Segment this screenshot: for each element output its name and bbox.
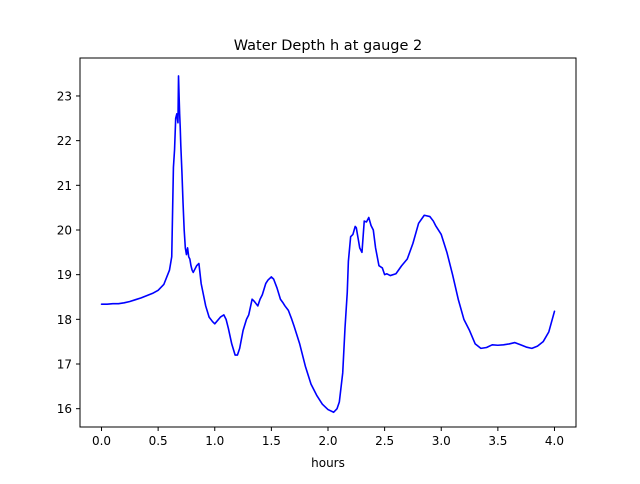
axes-frame [79, 57, 577, 428]
y-tick-label: 20 [57, 223, 72, 237]
x-tick-label: 1.5 [262, 434, 281, 448]
x-tick-label: 0.5 [149, 434, 168, 448]
x-tick-label: 3.5 [488, 434, 507, 448]
y-tick-label: 17 [57, 358, 72, 372]
y-tick-label: 16 [57, 402, 72, 416]
series-line [100, 75, 556, 414]
y-tick-label: 19 [57, 268, 72, 282]
x-tick-label: 2.5 [375, 434, 394, 448]
chart-title: Water Depth h at gauge 2 [234, 38, 422, 54]
x-tick-label: 3.0 [432, 434, 451, 448]
x-axis-label: hours [311, 456, 345, 470]
x-tick-label: 0.0 [92, 434, 111, 448]
y-tick-label: 22 [57, 134, 72, 148]
y-tick-label: 18 [57, 313, 72, 327]
x-tick-label: 4.0 [545, 434, 564, 448]
x-tick-label: 2.0 [318, 434, 337, 448]
plot-area [100, 75, 556, 414]
x-tick-label: 1.0 [205, 434, 224, 448]
axis-ticks: 0.0 0.5 1.0 1.5 2.0 2.5 3.0 3.5 4.0 16 17 18 19 20 21 2… [57, 89, 564, 448]
y-tick-label: 23 [57, 89, 72, 103]
y-tick-label: 21 [57, 179, 72, 193]
